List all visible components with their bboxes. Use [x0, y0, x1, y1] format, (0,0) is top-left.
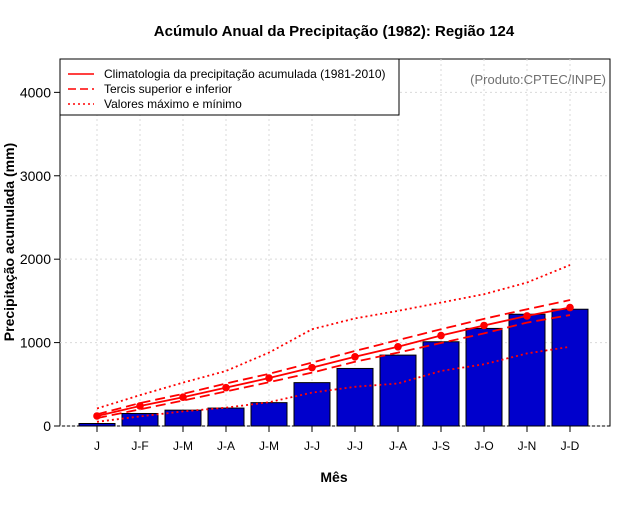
y-tick-label-3: 3000 [20, 168, 51, 184]
climatology-point-8 [437, 331, 445, 340]
credit-label: (Produto:CPTEC/INPE) [470, 72, 606, 87]
x-tick-label-10: J-N [518, 439, 537, 453]
bar-5 [293, 382, 331, 427]
climatology-point-7 [394, 342, 402, 351]
climatology-point-3 [222, 383, 230, 392]
bar-7 [379, 354, 417, 427]
bar-3 [207, 407, 245, 427]
legend: Climatologia da precipitação acumulada (… [59, 58, 400, 116]
line-dashed-2 [96, 314, 571, 419]
line-series [96, 264, 571, 423]
climatology-point-1 [136, 402, 144, 410]
climatology-point-4 [265, 374, 273, 382]
climatology-point-10 [523, 312, 531, 320]
climatology-point-6 [351, 352, 359, 361]
bar-9 [465, 327, 503, 427]
y-tick-label-0: 0 [43, 418, 51, 434]
legend-label-extremes: Valores máximo e mínimo [104, 97, 242, 111]
line-solid-0 [96, 306, 571, 417]
bar-0 [78, 422, 116, 427]
x-tick-label-2: J-M [173, 439, 193, 453]
legend-label-terciles: Tercis superior e inferior [104, 82, 232, 96]
bar-2 [164, 409, 202, 427]
x-axis: J J-F J-M J-A J-M J-J J-J J-A J-S J-O J-N J-D [94, 426, 580, 453]
bar-10 [508, 313, 546, 427]
y-axis: 0 1000 2000 3000 4000 [20, 84, 60, 434]
x-tick-label-11: J-D [561, 439, 580, 453]
bar-series [78, 308, 589, 427]
legend-box [59, 58, 400, 116]
x-axis-title: Mês [320, 469, 347, 485]
x-tick-label-5: J-J [304, 439, 320, 453]
x-tick-label-6: J-J [347, 439, 363, 453]
chart-title: Acúmulo Anual da Precipitação (1982): Re… [154, 23, 515, 40]
x-tick-label-7: J-A [389, 439, 407, 453]
y-axis-title: Precipitação acumulada (mm) [1, 143, 17, 341]
climatology-point-9 [480, 321, 488, 330]
bar-4 [250, 402, 288, 427]
line-dashed-1 [96, 299, 571, 416]
x-tick-label-0: J [94, 439, 100, 453]
x-tick-label-8: J-S [432, 439, 450, 453]
legend-label-climatology: Climatologia da precipitação acumulada (… [104, 67, 386, 81]
y-tick-label-4: 4000 [20, 84, 51, 100]
y-tick-label-1: 1000 [20, 335, 51, 351]
x-tick-label-9: J-O [474, 439, 493, 453]
bar-8 [422, 341, 460, 427]
climatology-points [93, 303, 574, 420]
bar-6 [336, 367, 374, 427]
climatology-point-11 [566, 303, 574, 312]
climatology-point-5 [308, 363, 316, 372]
climatology-point-2 [179, 393, 187, 402]
climatology-point-0 [93, 412, 101, 420]
x-tick-label-1: J-F [131, 439, 148, 453]
bar-11 [551, 308, 589, 427]
y-tick-label-2: 2000 [20, 251, 51, 267]
x-tick-label-4: J-M [259, 439, 279, 453]
x-tick-label-3: J-A [217, 439, 235, 453]
